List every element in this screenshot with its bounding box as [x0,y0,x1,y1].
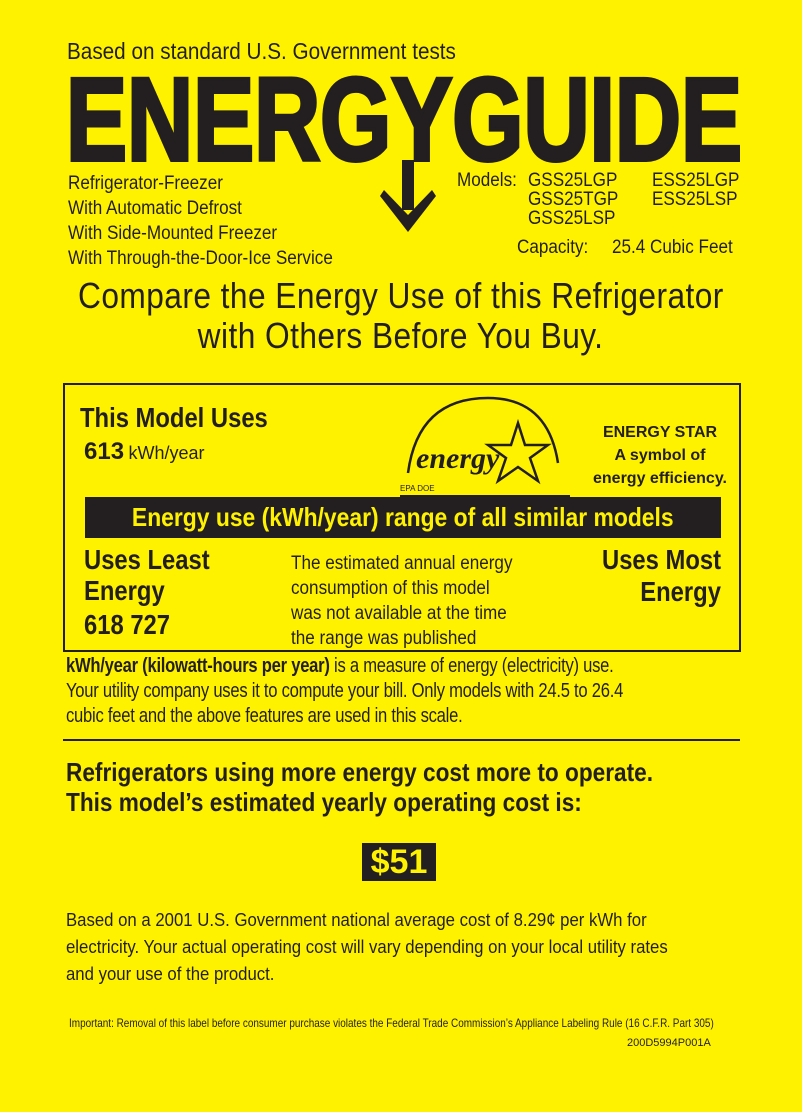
arrow-down-icon [380,160,436,232]
compare-line: Compare the Energy Use of this Refrigera… [78,275,724,316]
uses-least-line: Energy [84,575,165,606]
uses-least-energy: Uses Least Energy 618 727 [84,544,232,640]
feature-item: With Side-Mounted Freezer [68,223,278,244]
definition-rest: is a measure of energy (electricity) use… [329,655,614,677]
cost-heading: Refrigerators using more energy cost mor… [66,757,741,817]
important-notice: Important: Removal of this label before … [69,1016,802,1030]
cost-basis-line: electricity. Your actual operating cost … [66,937,668,957]
models-col2: ESS25LGP ESS25LSP [652,171,749,209]
based-on-label: Based on standard U.S. Government tests [67,38,456,64]
feature-item: With Through-the-Door-Ice Service [68,248,333,269]
definition-line: cubic feet and the above features are us… [66,705,463,727]
epa-doe-text: EPA DOE [400,484,435,493]
capacity-value: 25.4 Cubic Feet [612,237,746,259]
energy-star-logo: energy EPA DOE [400,396,570,497]
capacity-value-text: 25.4 Cubic Feet [612,237,733,258]
divider [63,739,740,741]
definition-bold: kWh/year (kilowatt-hours per year) [66,655,330,677]
usage-value: 613 [84,438,125,465]
capacity-label: Capacity: [517,237,596,259]
model-usage: 613 kWh/year [84,438,205,466]
model-number: ESS25LGP [652,170,740,191]
feature-item: Refrigerator-Freezer [68,173,223,194]
models-label: Models: [457,171,524,190]
range-values: 618 727 [84,609,171,640]
models-label-text: Models: [457,170,517,191]
this-model-uses-text: This Model Uses [80,402,268,433]
range-bar: Energy use (kWh/year) range of all simil… [85,497,721,538]
energy-star-script: energy [416,442,500,475]
compare-heading: Compare the Energy Use of this Refrigera… [0,276,802,356]
feature-list: Refrigerator-Freezer With Automatic Defr… [68,171,362,271]
cost-basis: Based on a 2001 U.S. Government national… [66,907,713,988]
energy-use-box [63,383,741,652]
energy-star-line: energy efficiency. [593,470,727,487]
model-number: GSS25LSP [528,208,616,229]
important-notice-text: Important: Removal of this label before … [69,1016,714,1030]
range-note: The estimated annual energy consumption … [291,551,537,651]
uses-most-line: Uses Most [601,544,721,575]
energy-star-line: ENERGY STAR [602,424,718,441]
energy-star-line: A symbol of [614,447,706,464]
capacity-label-text: Capacity: [517,237,589,258]
models-col1: GSS25LGP GSS25TGP GSS25LSP [528,171,628,228]
model-number: ESS25LSP [652,189,738,210]
note-line: the range was published [291,628,477,649]
based-on-text: Based on standard U.S. Government tests [67,38,499,65]
cost-heading-line: Refrigerators using more energy cost mor… [66,757,654,787]
energyguide-logo: ENERGYGUIDE [66,68,744,168]
label-code: 200D5994P001A [627,1037,711,1049]
cost-basis-line: and your use of the product. [66,964,275,984]
this-model-uses: This Model Uses [80,402,301,434]
uses-most-line: Energy [640,576,721,607]
model-number: GSS25TGP [528,189,619,210]
cost-heading-line: This model’s estimated yearly operating … [66,787,582,817]
usage-unit: kWh/year [128,443,205,463]
operating-cost-value: $51 [362,843,436,881]
definition-line: Your utility company uses it to compute … [66,680,624,702]
logo-text: ENERGYGUIDE [66,68,742,168]
uses-least-line: Uses Least [84,544,210,575]
feature-item: With Automatic Defrost [68,198,242,219]
note-line: consumption of this model [291,578,490,599]
cost-basis-line: Based on a 2001 U.S. Government national… [66,910,647,930]
model-number: GSS25LGP [528,170,618,191]
energy-star-caption: ENERGY STAR A symbol of energy efficienc… [590,421,730,490]
kwh-definition: kWh/year (kilowatt-hours per year) is a … [66,654,737,729]
compare-line: with Others Before You Buy. [198,315,604,356]
note-line: The estimated annual energy [291,553,513,574]
range-bar-text: Energy use (kWh/year) range of all simil… [132,502,674,532]
note-line: was not available at the time [291,603,507,624]
uses-most-energy: Uses Most Energy [581,544,721,608]
